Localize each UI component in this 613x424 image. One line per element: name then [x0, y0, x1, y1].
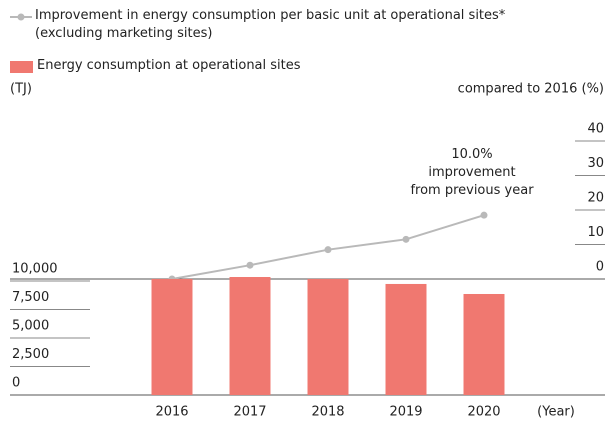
legend-bar-swatch	[10, 61, 33, 73]
legend-bar-label: Energy consumption at operational sites	[37, 58, 301, 73]
y-tick-label: 7,500	[12, 290, 49, 305]
bar	[307, 278, 349, 395]
x-tick-label: 2017	[233, 405, 266, 420]
annotation: 10.0% improvement from previous year	[410, 147, 534, 198]
y-tick-label: 5,000	[12, 319, 49, 334]
y2-tick-label: 0	[596, 260, 604, 275]
y2-tick-label: 30	[587, 156, 604, 171]
y-tick-label: 10,000	[12, 262, 58, 277]
y2-tick-label: 20	[587, 191, 604, 206]
bar	[229, 277, 271, 395]
legend-line-swatch-dot	[17, 13, 25, 21]
bar	[385, 283, 427, 395]
y-axis-label: (TJ)	[10, 82, 32, 97]
x-tick-label: 2020	[467, 405, 500, 420]
x-axis-label: (Year)	[537, 405, 575, 420]
x-tick-label: 2018	[311, 405, 344, 420]
y2-tick-label: 40	[587, 122, 604, 137]
line-point	[324, 246, 332, 254]
y-tick-label: 0	[12, 376, 20, 391]
x-tick-label: 2019	[389, 405, 422, 420]
line-point	[246, 261, 254, 269]
line-point	[480, 211, 488, 219]
y2-tick-label: 10	[587, 225, 604, 240]
bar	[151, 278, 193, 395]
y-tick-label: 2,500	[12, 347, 49, 362]
bar	[463, 293, 505, 395]
y2-axis-label: compared to 2016 (%)	[458, 82, 604, 97]
line-point	[402, 235, 410, 243]
legend-line-label: Improvement in energy consumption per ba…	[35, 8, 506, 41]
x-tick-label: 2016	[155, 405, 188, 420]
